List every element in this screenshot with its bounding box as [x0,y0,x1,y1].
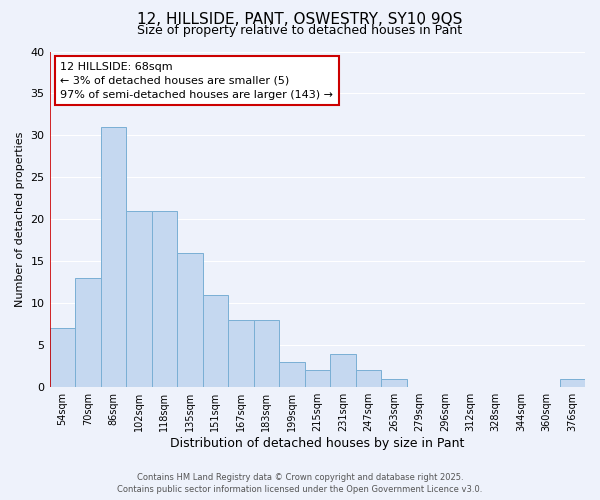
Bar [381,379,407,387]
Bar [356,370,381,387]
Bar [152,211,177,387]
Text: 12 HILLSIDE: 68sqm
← 3% of detached houses are smaller (5)
97% of semi-detached : 12 HILLSIDE: 68sqm ← 3% of detached hous… [60,62,333,100]
Bar [254,320,279,387]
Bar [305,370,330,387]
Text: Size of property relative to detached houses in Pant: Size of property relative to detached ho… [137,24,463,37]
Bar [101,127,126,387]
Text: 12, HILLSIDE, PANT, OSWESTRY, SY10 9QS: 12, HILLSIDE, PANT, OSWESTRY, SY10 9QS [137,12,463,28]
Bar [203,295,228,387]
Bar [177,253,203,387]
X-axis label: Distribution of detached houses by size in Pant: Distribution of detached houses by size … [170,437,464,450]
Bar [279,362,305,387]
Bar [330,354,356,387]
Bar [50,328,75,387]
Bar [75,278,101,387]
Bar [126,211,152,387]
Bar [228,320,254,387]
Text: Contains HM Land Registry data © Crown copyright and database right 2025.
Contai: Contains HM Land Registry data © Crown c… [118,472,482,494]
Bar [560,379,585,387]
Y-axis label: Number of detached properties: Number of detached properties [15,132,25,307]
